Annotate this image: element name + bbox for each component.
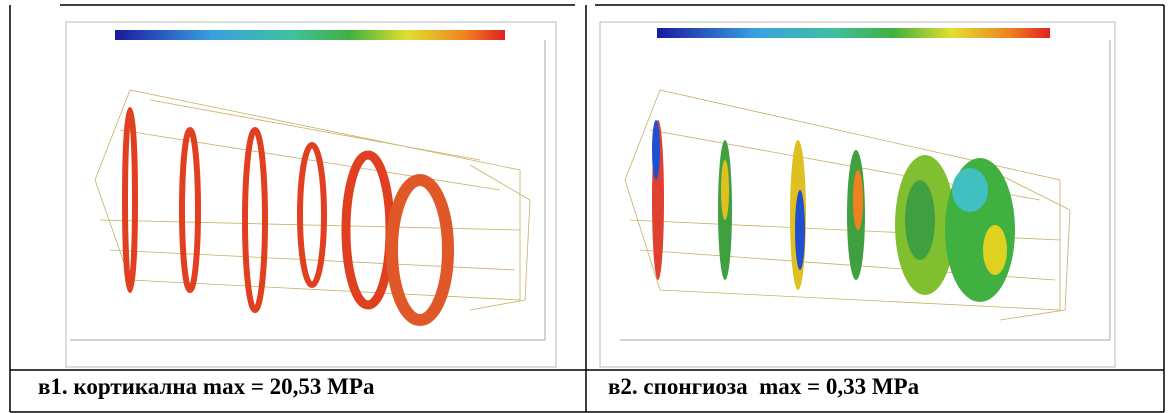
caption: в1. кортикална max = 20,53 MPa (38, 374, 375, 399)
caption: в2. спонгиоза max = 0,33 MPa (608, 374, 920, 399)
fem-image-right (599, 21, 1116, 368)
fem-image-left (65, 21, 557, 368)
